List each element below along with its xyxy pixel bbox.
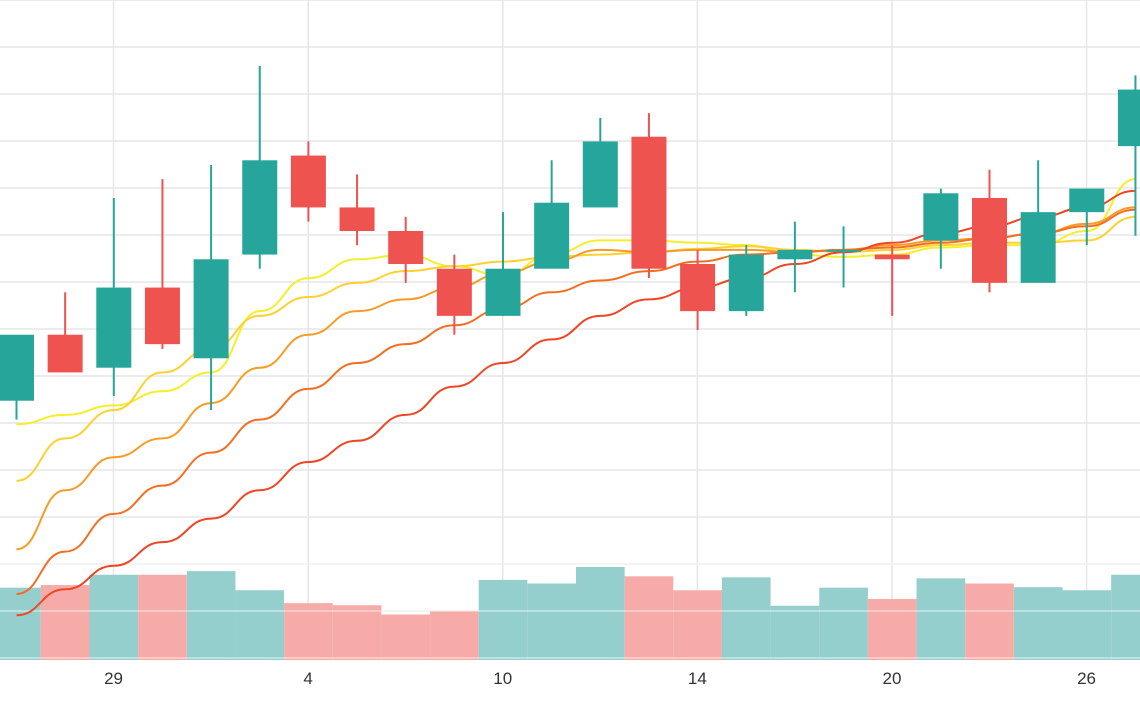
- volume-bar: [0, 587, 41, 660]
- volume-bar: [867, 599, 917, 660]
- candle-body: [96, 287, 132, 368]
- candlestick: [1117, 75, 1140, 236]
- moving-average-line: [16, 208, 1136, 595]
- candlestick: [47, 292, 83, 373]
- candlestick: [388, 216, 424, 283]
- candlestick: [0, 334, 34, 420]
- moving-average-line: [16, 178, 1136, 426]
- volume-bar: [916, 578, 966, 660]
- candlestick: [193, 165, 229, 411]
- volume-bar: [576, 567, 625, 660]
- volume-bar: [284, 603, 333, 660]
- candlestick: [1069, 188, 1105, 246]
- volume-bar: [721, 577, 771, 660]
- x-tick-label: 29: [104, 669, 123, 688]
- candlestick: [1020, 160, 1056, 283]
- candlestick: [680, 249, 716, 330]
- candlestick: [972, 169, 1007, 293]
- candle-body: [582, 141, 618, 208]
- x-tick-label: 10: [493, 669, 512, 688]
- candle-body: [1020, 212, 1056, 283]
- moving-average-line: [16, 189, 1136, 617]
- candlestick: [874, 245, 910, 316]
- x-tick-label: 26: [1077, 669, 1096, 688]
- moving-average-lines: [16, 178, 1136, 617]
- candlestick: [534, 160, 570, 269]
- candlestick: [728, 245, 764, 316]
- x-tick-label: 14: [688, 669, 707, 688]
- candle-body: [826, 249, 862, 252]
- candle-body: [436, 268, 472, 316]
- x-axis: 29 4 10 14 20 26: [104, 669, 1096, 688]
- volume-bar: [673, 590, 722, 660]
- volume-bar: [138, 574, 187, 660]
- volume-bar: [770, 605, 820, 660]
- volume-bar: [527, 583, 576, 660]
- x-tick-label: 4: [303, 669, 312, 688]
- candlestick: [144, 179, 180, 349]
- candle-body: [485, 268, 521, 316]
- volume-bar: [235, 590, 285, 660]
- volume-bar: [819, 587, 868, 660]
- candle-body: [777, 249, 813, 260]
- moving-average-line: [16, 206, 1136, 551]
- candle-body: [47, 334, 83, 373]
- candlestick: [923, 188, 959, 269]
- volume-bar: [332, 605, 382, 660]
- candle-body: [728, 254, 764, 312]
- candlesticks: [0, 66, 1140, 420]
- candle-body: [874, 254, 910, 260]
- candle-body: [242, 160, 278, 255]
- volume-bar: [478, 579, 528, 660]
- candlestick: [339, 174, 375, 246]
- candle-body: [144, 287, 180, 345]
- volume-bar: [1111, 574, 1140, 660]
- candle-body: [1069, 188, 1105, 213]
- candlestick: [777, 221, 813, 293]
- volume-bar: [1062, 590, 1112, 660]
- volume-bar: [40, 585, 90, 660]
- candle-body: [1117, 89, 1140, 147]
- x-tick-label: 20: [882, 669, 901, 688]
- candle-body: [290, 155, 326, 208]
- candlestick: [485, 212, 521, 316]
- candle-body: [923, 193, 959, 241]
- volume-bar: [430, 610, 479, 660]
- candlestick: [290, 141, 326, 222]
- candle-body: [388, 231, 424, 264]
- volume-bar: [624, 576, 674, 660]
- candlestick: [631, 113, 667, 279]
- candle-body: [193, 259, 229, 359]
- candle-body: [339, 207, 375, 231]
- candle-body: [680, 264, 716, 312]
- candle-body: [631, 136, 667, 269]
- candle-body: [972, 198, 1007, 283]
- volume-bar: [186, 571, 236, 660]
- volume-bar: [965, 583, 1014, 660]
- candle-body: [534, 202, 570, 269]
- volume-bars: [0, 563, 1140, 660]
- volume-bar: [1013, 587, 1063, 660]
- candlestick: [242, 66, 278, 269]
- volume-bar: [381, 614, 431, 660]
- volume-bar: [89, 574, 139, 660]
- candle-body: [0, 334, 34, 401]
- candlestick: [826, 226, 862, 288]
- candlestick: [96, 198, 132, 396]
- candlestick: [436, 254, 472, 335]
- candlestick: [582, 117, 618, 208]
